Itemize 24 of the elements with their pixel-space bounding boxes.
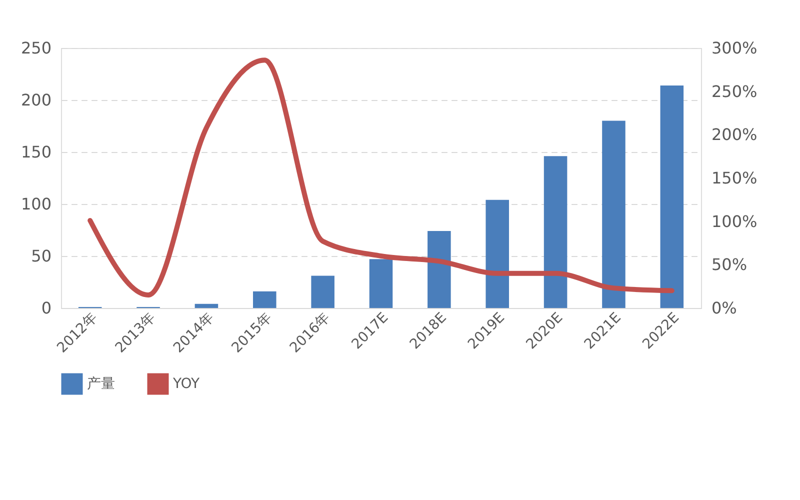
bar [602,120,626,308]
y-tick-label: 100 [20,194,52,214]
y2-tick-label: 100% [712,212,758,231]
bar [311,276,334,308]
bar [428,231,451,308]
y2-tick-label: 150% [712,168,758,188]
y2-tick-label: 50% [712,255,748,274]
bar [194,304,218,308]
bar [544,156,568,308]
bar [253,291,276,308]
legend-label: 产量 [87,376,115,392]
y-tick-label: 0 [41,298,52,318]
y2-tick-label: 250% [712,82,758,101]
bar [369,259,393,308]
bar [660,85,684,308]
y2-tick-label: 300% [712,38,758,58]
y-tick-label: 50 [31,246,52,266]
y-tick-label: 250 [20,38,52,58]
y-tick-label: 150 [20,142,52,162]
y-tick-label: 200 [20,90,52,110]
y2-tick-label: 0% [712,298,737,318]
bar [486,200,509,308]
legend-label: YOY [172,376,200,392]
y2-tick-label: 200% [712,125,758,144]
